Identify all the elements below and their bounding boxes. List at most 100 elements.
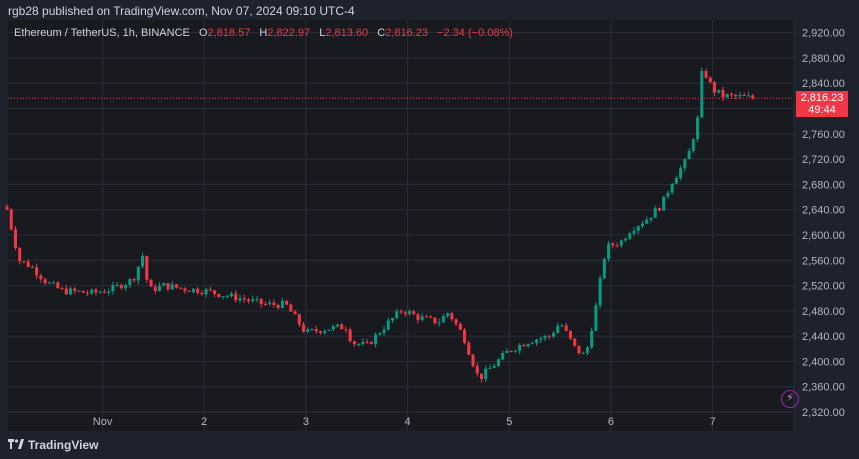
candle-body [234,293,238,301]
x-tick-label: 3 [303,416,309,428]
candle-body [306,329,310,332]
candle-body [255,298,259,300]
candle-body [624,238,628,241]
candle-body [386,320,390,330]
candle-body [327,329,331,331]
candle-body [573,338,577,346]
publisher-line: rgb28 published on TradingView.com, Nov … [8,4,355,18]
candle-body [535,339,539,343]
candle-body [293,311,297,315]
y-tick-label: 2,440.00 [802,331,845,343]
candle-body [170,284,174,290]
candle-body [166,283,170,290]
y-tick-label: 2,720.00 [802,154,845,166]
candle-body [157,285,162,291]
open-value: 2,818.57 [207,27,251,39]
y-tick-label: 2,560.00 [802,255,845,267]
candle-body [712,82,717,93]
candle-body [391,318,395,321]
candle-body [657,208,661,211]
candle-body [742,95,746,97]
candle-body [276,304,280,308]
y-tick-label: 2,840.00 [802,78,845,90]
candle-body [556,325,560,334]
candle-body [56,282,60,289]
candle-body [187,290,191,292]
candle-body [318,331,323,333]
candle-body [124,284,128,289]
symbol-label[interactable]: Ethereum / TetherUS, 1h, BINANCE [14,27,190,39]
candle-body [607,243,611,259]
candle-body [217,293,221,297]
candle-body [98,291,102,293]
candle-body [585,347,589,353]
candle-body [230,293,234,297]
candle-body [374,334,378,344]
y-tick-label: 2,320.00 [802,407,845,419]
candle-body [450,313,454,320]
high-label: H [259,27,268,39]
candle-body [509,350,513,352]
candle-body [679,168,683,178]
candle-body [285,300,289,305]
candle-body [136,266,140,281]
candle-body [382,329,386,334]
candle-body [331,326,335,330]
candle-body [246,299,251,302]
candle-body [213,290,217,294]
candle-body [746,95,750,97]
candle-body [22,261,26,263]
candle-body [636,226,640,231]
candle-body [335,324,339,327]
logo-text: TradingView [28,438,99,452]
tradingview-logo[interactable]: TradingView [8,438,98,452]
bar-countdown: 49:44 [808,104,836,117]
candle-body [484,368,488,380]
candle-body [674,177,678,184]
candle-body [530,342,534,344]
candle-body [463,329,467,343]
candle-body [191,288,195,292]
candle-body [9,209,13,230]
candle-body [721,89,725,98]
candle-body [496,359,500,366]
candle-body [424,316,428,318]
tradingview-logo-icon [8,439,24,449]
x-tick-label: Nov [93,416,113,428]
candle-body [602,258,606,279]
lightning-icon[interactable]: ⚡ [781,390,799,408]
candle-body [238,298,242,301]
candle-body [60,288,64,290]
plot-area[interactable] [8,20,794,431]
candle-body [403,312,407,314]
x-tick-label: 7 [710,416,716,428]
candle-body [35,267,39,276]
candle-body [268,302,272,305]
candle-body [598,278,602,306]
candle-body [200,292,204,295]
ohlc-legend: Ethereum / TetherUS, 1h, BINANCE O2,818.… [14,27,513,39]
candle-body [302,324,306,332]
candle-body [412,311,416,315]
candle-body [547,335,551,337]
candle-body [492,365,496,368]
candle-body [564,325,568,331]
candle-body [429,316,433,318]
candle-body [700,71,704,118]
y-tick-label: 2,680.00 [802,179,845,191]
candle-body [683,159,687,169]
candle-body [479,373,484,380]
candle-body [551,333,556,337]
candle-body [725,94,729,98]
candle-body [666,192,670,197]
candle-body [204,289,208,295]
candle-body [378,333,382,335]
candle-body [734,94,738,97]
candle-body [441,316,445,323]
candle-body [77,290,81,292]
candle-body [323,330,327,333]
candle-body [649,217,653,220]
candle-body [696,117,700,140]
candle-body [352,341,356,345]
